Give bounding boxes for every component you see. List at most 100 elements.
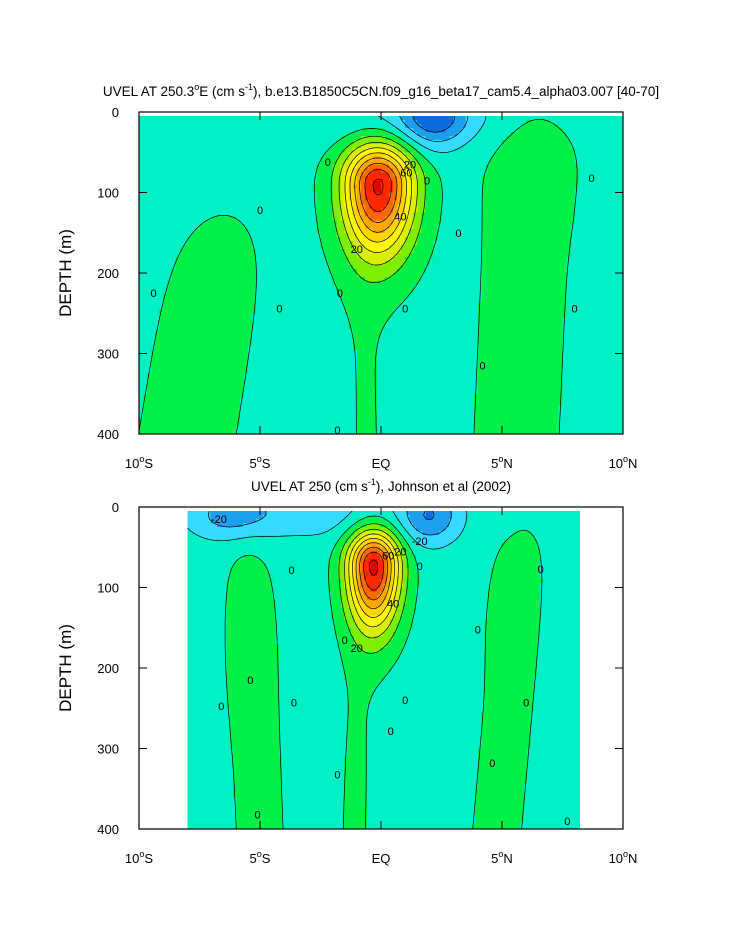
fill-cell <box>183 268 188 274</box>
fill-cell <box>247 208 253 214</box>
fill-cell <box>243 196 249 202</box>
fill-cell <box>518 184 523 190</box>
fill-cell <box>530 164 535 169</box>
fill-cell <box>594 273 600 278</box>
fill-cell <box>389 132 394 137</box>
fill-cell <box>469 252 475 258</box>
fill-cell <box>602 200 608 206</box>
fill-cell <box>243 208 249 214</box>
fill-cell <box>477 168 483 173</box>
fill-cell <box>171 176 176 182</box>
fill-cell <box>421 148 426 153</box>
fill-cell <box>231 160 237 165</box>
fill-cell <box>264 281 269 286</box>
fill-cell <box>397 188 402 194</box>
fill-cell <box>332 168 338 173</box>
fill-cell <box>570 228 576 234</box>
fill-cell <box>300 156 305 161</box>
fill-cell <box>376 273 382 278</box>
fill-cell <box>260 224 265 230</box>
fill-cell <box>546 208 551 214</box>
fill-cell <box>594 228 600 234</box>
fill-cell <box>376 200 382 206</box>
fill-cell <box>510 260 515 266</box>
fill-cell <box>163 228 168 234</box>
fill-cell <box>385 252 390 258</box>
fill-cell <box>413 152 418 157</box>
fill-cell <box>260 248 265 254</box>
fill-cell <box>401 252 406 258</box>
fill-cell <box>324 208 330 214</box>
fill-cell <box>272 220 277 226</box>
fill-cell <box>530 220 535 226</box>
fill-cell <box>618 188 624 194</box>
fill-cell <box>421 220 426 226</box>
fill-cell <box>574 248 580 254</box>
fill-cell <box>550 168 556 173</box>
fill-cell <box>251 128 257 133</box>
fill-cell <box>558 264 564 270</box>
fill-cell <box>481 236 487 242</box>
fill-cell <box>211 212 217 218</box>
fill-cell <box>526 156 531 161</box>
fill-cell <box>143 148 148 153</box>
fill-cell <box>522 116 527 121</box>
fill-cell <box>385 164 390 169</box>
fill-cell <box>594 120 600 125</box>
fill-cell <box>465 252 471 258</box>
fill-cell <box>481 228 487 234</box>
fill-cell <box>191 156 197 161</box>
fill-cell <box>453 277 459 282</box>
fill-cell <box>167 252 172 258</box>
fill-cell <box>199 196 205 202</box>
fill-cell <box>506 128 511 133</box>
fill-cell <box>506 232 511 238</box>
fill-cell <box>618 228 624 234</box>
fill-cell <box>429 128 435 133</box>
fill-cell <box>191 281 197 286</box>
fill-cell <box>570 164 576 169</box>
fill-cell <box>163 120 168 125</box>
fill-cell <box>393 148 398 153</box>
fill-cell <box>304 204 309 210</box>
fill-cell <box>207 172 213 178</box>
fill-cell <box>477 124 483 129</box>
fill-cell <box>594 216 600 222</box>
fill-cell <box>489 252 495 258</box>
fill-cell <box>401 224 406 230</box>
fill-cell <box>159 212 164 218</box>
fill-cell <box>594 136 600 141</box>
fill-cell <box>284 176 289 182</box>
fill-cell <box>360 216 366 222</box>
fill-cell <box>356 264 362 270</box>
fill-cell <box>453 136 459 141</box>
fill-cell <box>191 152 197 157</box>
fill-cell <box>405 212 410 218</box>
fill-cell <box>260 176 265 182</box>
fill-cell <box>239 228 245 234</box>
fill-cell <box>570 116 576 121</box>
fill-cell <box>300 236 305 242</box>
fill-cell <box>526 176 531 182</box>
fill-cell <box>199 208 205 214</box>
fill-cell <box>590 224 596 230</box>
fill-cell <box>268 268 273 274</box>
fill-cell <box>465 220 471 226</box>
fill-cell <box>195 232 201 238</box>
fill-cell <box>481 152 487 157</box>
fill-cell <box>562 140 568 145</box>
fill-cell <box>449 144 455 149</box>
fill-cell <box>356 184 362 190</box>
fill-cell <box>207 277 213 282</box>
fill-cell <box>187 192 193 198</box>
fill-cell <box>376 196 382 202</box>
fill-cell <box>203 136 209 141</box>
fill-cell <box>284 281 289 286</box>
fill-cell <box>336 212 342 218</box>
fill-cell <box>554 256 560 262</box>
fill-cell <box>606 172 612 178</box>
fill-cell <box>417 212 422 218</box>
fill-cell <box>514 212 519 218</box>
fill-cell <box>231 152 237 157</box>
fill-cell <box>606 144 612 149</box>
